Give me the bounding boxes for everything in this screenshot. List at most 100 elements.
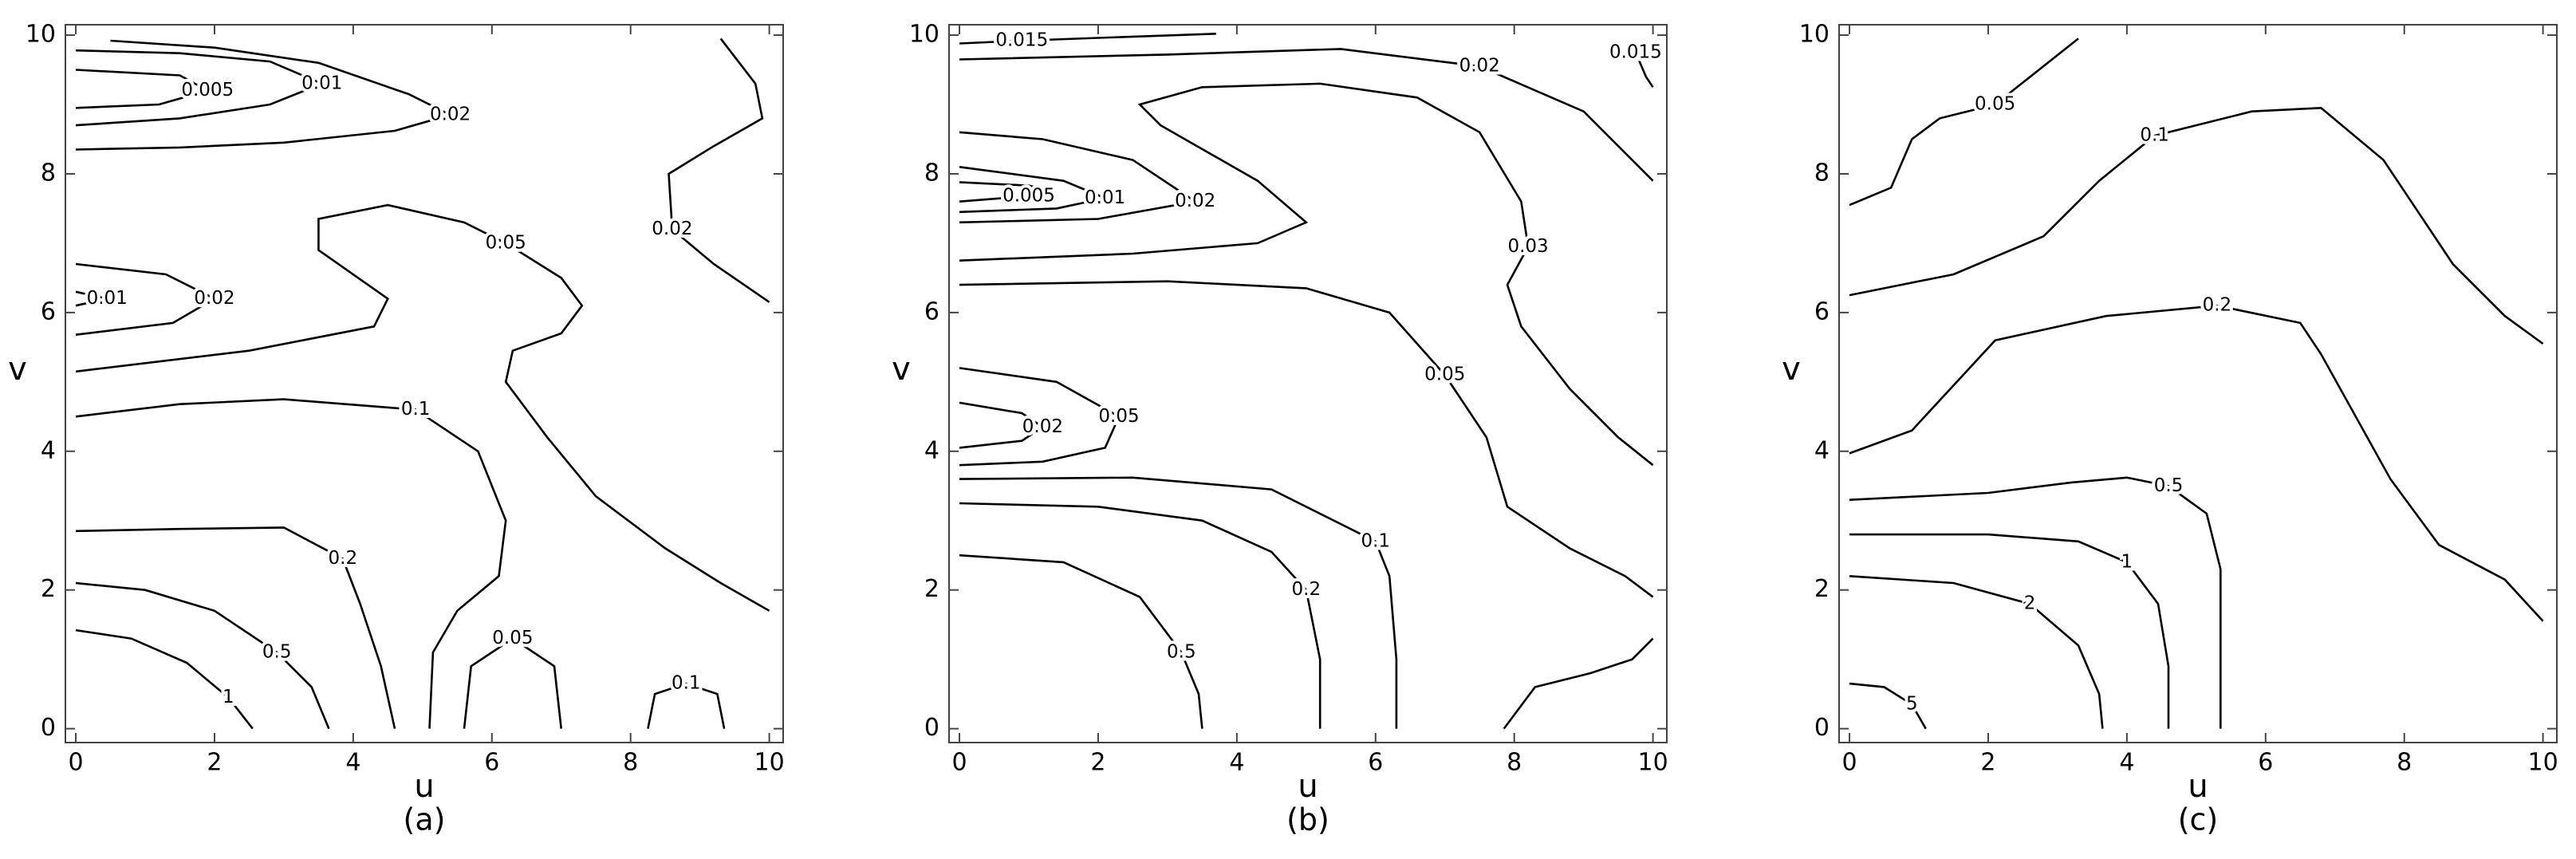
- contour-line: [75, 49, 325, 307]
- y-tick-label: 6: [1814, 297, 1830, 325]
- contour-line: [1849, 682, 1927, 730]
- contour-line: [1849, 533, 2170, 729]
- x-tick-label: 2: [207, 749, 222, 777]
- contour-line: [1849, 476, 2222, 729]
- x-tick-label: 8: [623, 749, 638, 777]
- contour-line: [75, 203, 770, 729]
- contour-label: 0.5: [2154, 475, 2184, 496]
- x-tick-label: 2: [1090, 749, 1105, 777]
- contour-label: 0.05: [492, 628, 533, 648]
- x-tick-label: 6: [1368, 749, 1383, 777]
- contour-line: [1849, 106, 2544, 345]
- y-tick-label: 2: [1814, 575, 1830, 603]
- x-tick-label: 6: [2258, 749, 2273, 777]
- contour-label: 1: [2121, 551, 2133, 572]
- contour-label: 2: [2024, 593, 2036, 614]
- y-tick-label: 0: [1814, 714, 1830, 742]
- contour-line: [1849, 575, 2104, 729]
- contour-label: 0.01: [87, 288, 128, 309]
- x-tick-label: 0: [68, 749, 83, 777]
- y-tick-label: 2: [924, 575, 939, 603]
- contour-label: 0.5: [262, 641, 292, 662]
- contour-label: 0.1: [2140, 125, 2169, 146]
- x-tick-label: 4: [2119, 749, 2134, 777]
- y-axis-label: v: [1782, 351, 1801, 388]
- contour-line: [959, 33, 1654, 89]
- contour-label: 0.02: [1459, 56, 1500, 77]
- contour-label: 1: [223, 687, 234, 707]
- contour-label: 0.1: [1361, 530, 1390, 551]
- contour-label: 0.005: [181, 80, 234, 100]
- x-axis-label: u: [2188, 768, 2208, 805]
- y-tick-label: 6: [924, 297, 939, 325]
- y-axis-label: v: [8, 351, 27, 388]
- x-tick-label: 2: [1980, 749, 1995, 777]
- contour-line: [75, 581, 330, 730]
- y-tick-label: 0: [924, 714, 939, 742]
- x-tick-label: 0: [951, 749, 967, 777]
- y-tick-label: 4: [1814, 436, 1830, 464]
- contour-label: 5: [1906, 694, 1918, 715]
- contour-label: 0.03: [1507, 236, 1548, 257]
- x-tick-label: 0: [1841, 749, 1857, 777]
- contour-label: 0.02: [430, 104, 471, 125]
- contour-label: 0.2: [2203, 295, 2232, 316]
- x-tick-label: 8: [1507, 749, 1522, 777]
- y-tick-label: 4: [41, 436, 56, 464]
- contour-line: [1849, 304, 2544, 622]
- contour-line: [959, 476, 1654, 730]
- contour-label: 0.01: [301, 73, 342, 93]
- x-tick-label: 10: [2528, 749, 2558, 777]
- contour-label: 0.05: [1098, 406, 1139, 427]
- y-tick-label: 10: [26, 21, 56, 49]
- contour-label: 0.02: [194, 288, 234, 309]
- contour-label: 0.05: [486, 232, 526, 253]
- contour-label: 0.05: [1975, 94, 2015, 115]
- contour-line: [959, 166, 1109, 214]
- contour-line: [959, 280, 1654, 598]
- contour-label: 0.2: [329, 548, 358, 569]
- contour-line: [959, 502, 1321, 729]
- contour-label: 0.005: [1002, 185, 1055, 206]
- contour-label: 0.1: [672, 673, 701, 694]
- contour-line: [959, 554, 1203, 729]
- contour-label: 0.02: [1022, 416, 1063, 437]
- contour-label: 0.01: [1085, 187, 1125, 208]
- y-tick-label: 10: [909, 21, 939, 49]
- contour-line: [75, 628, 254, 730]
- contour-label: 0.05: [1424, 364, 1465, 385]
- x-axis-label: u: [414, 768, 434, 805]
- x-axis-label: u: [1298, 768, 1318, 805]
- panel-caption: (c): [2178, 802, 2219, 837]
- contour-line: [1849, 37, 2079, 207]
- x-tick-label: 10: [1638, 749, 1668, 777]
- x-tick-label: 4: [1229, 749, 1244, 777]
- contour-label: 0.5: [1167, 641, 1196, 662]
- contour-line: [75, 69, 211, 109]
- plot-frame: [65, 24, 784, 743]
- y-tick-label: 8: [41, 159, 56, 187]
- y-axis-label: v: [892, 351, 911, 388]
- contour-line: [75, 398, 726, 729]
- x-tick-label: 4: [345, 749, 360, 777]
- contour-label: 0.02: [1175, 191, 1215, 211]
- y-tick-label: 2: [41, 575, 56, 603]
- panel-caption: (b): [1286, 802, 1329, 837]
- contour-line: [959, 82, 1654, 467]
- y-tick-label: 6: [41, 297, 56, 325]
- plot-frame: [948, 24, 1668, 743]
- x-tick-label: 6: [484, 749, 499, 777]
- y-tick-label: 8: [1814, 159, 1830, 187]
- y-tick-label: 0: [41, 714, 56, 742]
- contour-line: [75, 526, 396, 729]
- plot-frame: [1838, 24, 2558, 743]
- panel-caption: (a): [404, 802, 446, 837]
- x-tick-label: 10: [754, 749, 785, 777]
- x-tick-label: 8: [2397, 749, 2412, 777]
- contour-label: 0.02: [652, 219, 692, 239]
- contour-line: [959, 48, 1654, 449]
- y-tick-label: 8: [924, 159, 939, 187]
- contour-label: 0.015: [995, 30, 1048, 51]
- y-tick-label: 10: [1799, 21, 1830, 49]
